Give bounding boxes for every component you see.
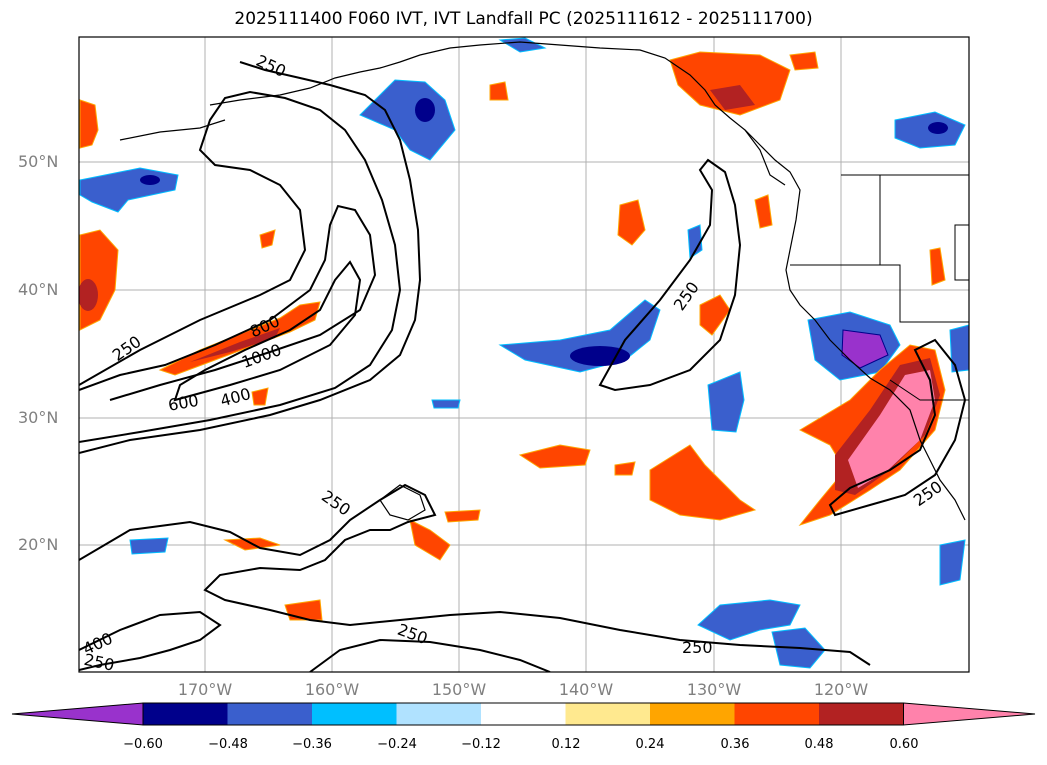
colorbar-outline <box>142 702 904 726</box>
lat-label: 50°N <box>18 152 59 171</box>
lat-label: 40°N <box>18 280 59 299</box>
colorbar-extend-low <box>11 702 144 726</box>
ivt-contours <box>79 61 967 672</box>
lat-label: 30°N <box>18 408 59 427</box>
colorbar-tick: −0.60 <box>123 737 163 752</box>
contour-label: 250 <box>82 650 116 675</box>
colorbar-segment <box>312 703 397 725</box>
lat-label: 20°N <box>18 535 59 554</box>
lon-label: 170°W <box>177 680 233 699</box>
colorbar-tick: 0.60 <box>889 737 919 752</box>
colorbar-tick: 0.24 <box>635 737 665 752</box>
colorbar-segment <box>143 703 228 725</box>
colorbar-segment <box>734 703 819 725</box>
colorbar-segment <box>565 703 650 725</box>
graticule <box>79 37 969 672</box>
colorbar-tick: 0.36 <box>720 737 750 752</box>
coastlines <box>119 41 966 521</box>
political-borders <box>790 174 969 401</box>
colorbar-segment <box>396 703 481 725</box>
contour-label: 250 <box>682 638 713 657</box>
lon-label: 120°W <box>813 680 869 699</box>
lon-label: 160°W <box>304 680 360 699</box>
colorbar <box>11 702 1036 726</box>
map-title: 2025111400 F060 IVT, IVT Landfall PC (20… <box>234 9 813 29</box>
map-panel[interactable]: 250 250 800 1000 600 400 250 250 400 250… <box>0 0 1047 690</box>
colorbar-extend-high <box>903 702 1036 726</box>
lon-label: 140°W <box>558 680 614 699</box>
colorbar-segment <box>227 703 312 725</box>
lon-label: 150°W <box>431 680 487 699</box>
negative-pc-shading <box>79 37 969 669</box>
colorbar-segment <box>650 703 735 725</box>
map-frame <box>78 36 970 673</box>
colorbar-segment <box>819 703 904 725</box>
lon-label: 130°W <box>686 680 742 699</box>
colorbar-tick: −0.12 <box>461 737 501 752</box>
colorbar-segment <box>481 703 566 725</box>
colorbar-tick: 0.12 <box>551 737 581 752</box>
positive-pc-shading <box>79 51 946 621</box>
colorbar-tick: −0.36 <box>292 737 332 752</box>
colorbar-tick: −0.24 <box>377 737 417 752</box>
colorbar-tick: 0.48 <box>804 737 834 752</box>
colorbar-tick: −0.48 <box>208 737 248 752</box>
